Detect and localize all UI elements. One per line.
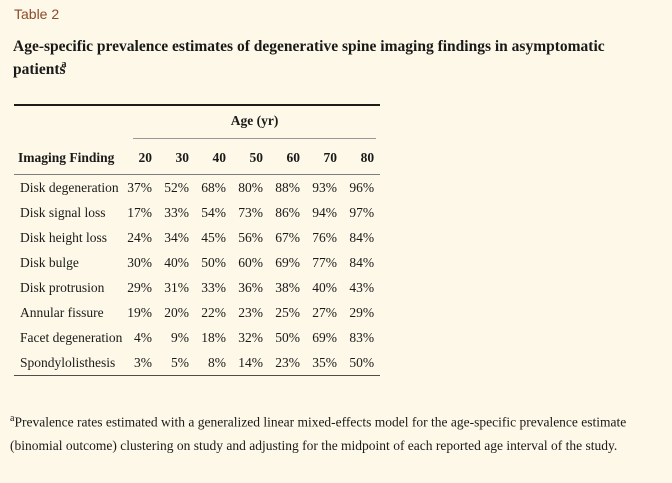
data-cell: 20% <box>164 304 189 320</box>
data-cell: 50% <box>201 254 226 270</box>
data-cell: 54% <box>201 204 226 220</box>
row-label: Disk degeneration <box>20 179 119 195</box>
data-cell: 22% <box>201 304 226 320</box>
data-cell: 93% <box>312 179 337 195</box>
table-row: Spondylolisthesis 3% 5% 8% 14% 23% 35% 5… <box>14 350 381 377</box>
data-cell: 19% <box>127 304 152 320</box>
footnote-marker: a <box>10 413 15 425</box>
table-row: Disk bulge 30% 40% 50% 60% 69% 77% 84% <box>14 250 380 275</box>
data-cell: 31% <box>164 279 189 295</box>
data-cell: 50% <box>343 350 381 377</box>
row-label: Disk signal loss <box>20 204 106 220</box>
column-header-age-60: 60 <box>269 139 306 176</box>
data-cell: 25% <box>275 304 300 320</box>
data-cell: 94% <box>312 204 337 220</box>
data-cell: 52% <box>164 179 189 195</box>
data-cell: 43% <box>349 279 375 295</box>
data-cell: 96% <box>349 179 375 195</box>
row-label: Disk protrusion <box>20 279 105 295</box>
data-cell: 5% <box>158 350 195 377</box>
data-cell: 73% <box>238 204 263 220</box>
data-cell: 17% <box>127 204 152 220</box>
data-cell: 56% <box>238 229 263 245</box>
data-cell: 76% <box>312 229 337 245</box>
data-cell: 40% <box>164 254 189 270</box>
data-cell: 50% <box>275 329 300 345</box>
data-cell: 32% <box>238 329 263 345</box>
data-cell: 30% <box>127 254 152 270</box>
table-title: Age-specific prevalence estimates of deg… <box>13 37 652 79</box>
data-cell: 68% <box>201 179 226 195</box>
data-cell: 8% <box>195 350 232 377</box>
column-header-imaging-finding: Imaging Finding <box>14 139 121 176</box>
column-header-age-30: 30 <box>158 139 195 176</box>
row-label: Spondylolisthesis <box>14 350 121 377</box>
data-cell: 24% <box>127 229 152 245</box>
age-group-row: Age (yr) <box>14 105 380 140</box>
data-cell: 3% <box>121 350 158 377</box>
data-cell: 4% <box>134 329 152 345</box>
data-cell: 84% <box>349 229 375 245</box>
table-row: Disk height loss 24% 34% 45% 56% 67% 76%… <box>14 225 380 250</box>
table-row: Disk protrusion 29% 31% 33% 36% 38% 40% … <box>14 275 380 300</box>
table-title-superscript: a <box>61 59 67 70</box>
table-title-text: Age-specific prevalence estimates of deg… <box>13 38 605 79</box>
data-cell: 36% <box>238 279 263 295</box>
age-group-header: Age (yr) <box>121 105 380 140</box>
column-header-row: Imaging Finding 20 30 40 50 60 70 80 <box>14 139 381 176</box>
row-label: Disk height loss <box>20 229 108 245</box>
column-header-age-70: 70 <box>306 139 343 176</box>
data-cell: 14% <box>232 350 269 377</box>
data-cell: 35% <box>306 350 343 377</box>
data-cell: 86% <box>275 204 300 220</box>
table-number-label: Table 2 <box>14 6 60 22</box>
row-label: Disk bulge <box>20 254 79 270</box>
row-label: Annular fissure <box>20 304 104 320</box>
data-cell: 29% <box>349 304 375 320</box>
data-cell: 69% <box>275 254 300 270</box>
data-cell: 27% <box>312 304 337 320</box>
data-cell: 88% <box>275 179 300 195</box>
table-row: Disk signal loss 17% 33% 54% 73% 86% 94%… <box>14 200 380 225</box>
data-cell: 97% <box>349 204 375 220</box>
footnote-text: Prevalence rates estimated with a genera… <box>10 414 627 453</box>
data-cell: 45% <box>201 229 226 245</box>
table-row: Disk degeneration 37% 52% 68% 80% 88% 93… <box>14 175 380 201</box>
data-cell: 60% <box>238 254 263 270</box>
data-cell: 84% <box>349 254 375 270</box>
data-cell: 83% <box>349 329 375 345</box>
data-cell: 9% <box>171 329 189 345</box>
column-header-age-50: 50 <box>232 139 269 176</box>
spacer-cell <box>14 105 121 139</box>
data-cell: 37% <box>127 179 152 195</box>
data-cell: 33% <box>201 279 226 295</box>
data-cell: 38% <box>275 279 300 295</box>
footnote: aPrevalence rates estimated with a gener… <box>10 407 662 457</box>
data-cell: 77% <box>312 254 337 270</box>
column-header-age-40: 40 <box>195 139 232 176</box>
data-cell: 80% <box>238 179 263 195</box>
page: Table 2 Age-specific prevalence estimate… <box>0 6 672 457</box>
data-cell: 40% <box>312 279 337 295</box>
data-cell: 18% <box>201 329 226 345</box>
data-cell: 23% <box>269 350 306 377</box>
prevalence-table: Age (yr) Imaging Finding 20 30 40 50 60 … <box>14 104 381 377</box>
data-cell: 67% <box>275 229 300 245</box>
data-cell: 29% <box>127 279 152 295</box>
table-row: Facet degeneration 4% 9% 18% 32% 50% 69%… <box>14 325 380 350</box>
column-header-age-80: 80 <box>343 139 381 176</box>
data-cell: 33% <box>164 204 189 220</box>
data-cell: 23% <box>238 304 263 320</box>
table-row: Annular fissure 19% 20% 22% 23% 25% 27% … <box>14 300 380 325</box>
table-body: Disk degeneration 37% 52% 68% 80% 88% 93… <box>14 175 381 377</box>
data-cell: 34% <box>164 229 189 245</box>
age-group-label: Age (yr) <box>133 106 377 140</box>
row-label: Facet degeneration <box>20 329 123 345</box>
column-header-age-20: 20 <box>121 139 158 176</box>
data-cell: 69% <box>312 329 337 345</box>
